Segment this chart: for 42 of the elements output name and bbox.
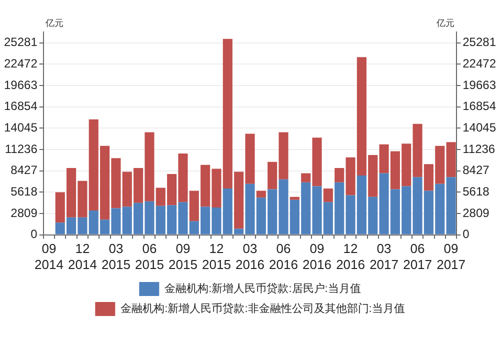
y-tick-label: 0 [30,227,38,242]
y2-tick-label: 8427 [462,163,490,178]
bar [290,196,300,200]
y-tick-label: 25281 [4,35,38,50]
y-tick-label: 11236 [4,142,38,156]
y-tick-label: 22472 [4,56,38,70]
x-tick-label: 09 2014 [34,241,64,272]
x-tick-label: 12 2016 [336,241,365,272]
bar [446,177,456,234]
x-tick-label: 03 2015 [102,241,130,272]
x-tick-label: 09 2015 [168,241,198,272]
x-tick-label: 06 2015 [135,241,164,272]
x-tick-label: 03 2017 [370,241,398,272]
bar [446,142,456,178]
y-tick-label: 16854 [4,99,38,114]
y2-tick-label: 0 [462,227,470,242]
y2-axis-title: 亿元 [436,18,455,28]
y-tick-label: 14045 [4,120,38,134]
legend-label: 金融机构:新增人民币贷款:居民户:当月值 [164,282,361,296]
x-tick-label: 12 2015 [202,241,231,272]
bar [323,188,333,202]
legend-label: 金融机构:新增人民币贷款:非金融性公司及其他部门:当月值 [120,302,405,316]
y2-tick-label: 14045 [462,120,496,134]
y-tick-label: 5618 [10,184,38,198]
y2-tick-label: 19663 [462,78,496,92]
y-axis-title: 亿元 [44,18,64,28]
y2-tick-label: 25281 [462,35,496,50]
y-tick-label: 19663 [4,78,38,92]
x-tick-label: 09 2017 [436,241,466,272]
x-tick-label: 03 2016 [236,241,264,272]
y2-tick-label: 5618 [462,184,490,198]
y2-tick-label: 11236 [462,142,496,156]
x-tick-label: 09 2016 [302,241,332,272]
y-tick-label: 2809 [10,206,38,220]
x-tick-label: 06 2017 [403,241,432,272]
x-tick-label: 12 2014 [68,241,97,272]
y2-tick-label: 22472 [462,56,496,70]
y-tick-label: 8427 [10,163,38,178]
y2-tick-label: 16854 [462,99,496,114]
y2-tick-label: 2809 [462,206,490,220]
x-tick-label: 06 2016 [269,241,298,272]
bar [256,190,266,198]
